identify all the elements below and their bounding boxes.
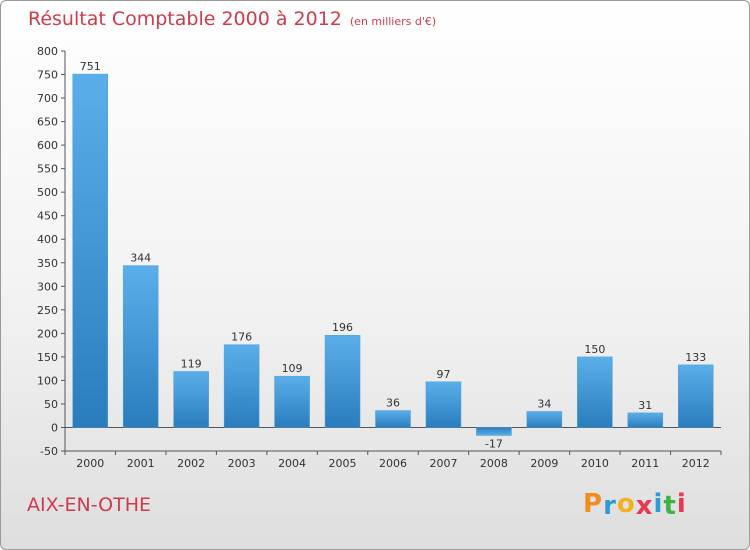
x-tick-label: 2005 [329,457,357,470]
logo-letter: x [635,491,654,521]
labels-group: 751 344 119 176 109 196 36 97 -17 34 150 31 133 [80,60,707,450]
bar-2006[interactable] [375,410,411,428]
data-label: 176 [231,331,252,344]
x-tick-label: 2008 [480,457,508,470]
logo-letter: t [663,491,677,521]
x-tick-label: 2007 [429,457,457,470]
logo-letter: r [603,491,617,521]
data-label: 119 [181,357,202,370]
logo-letter: i [676,489,687,519]
data-label: -17 [485,437,503,450]
commune-name: AIX-EN-OTHE [27,494,151,516]
bars-group [72,73,714,436]
data-label: 133 [685,351,706,364]
bar-2005[interactable] [324,334,361,428]
bar-2009[interactable] [526,411,563,428]
logo-letter: i [653,489,664,519]
data-label: 150 [584,343,605,356]
data-label: 109 [282,362,303,375]
chart-unit: (en milliers d'€) [349,15,437,28]
logo-letter: o [616,489,636,519]
logo-letter: P [583,489,604,519]
y-tick-label: 750 [37,69,58,82]
chart-title: Résultat Comptable 2000 à 2012 (en millie… [28,8,436,30]
bar-2003[interactable] [223,344,260,428]
y-tick-label: 0 [51,421,58,434]
proxiti-logo[interactable]: Proxiti [583,489,687,521]
y-tick-label: 200 [37,327,58,340]
y-tick-label: -50 [40,445,58,458]
y-tick-label: 650 [37,116,58,129]
y-tick-label: 100 [37,374,58,387]
y-tick-label: 600 [37,139,58,152]
y-tick-label: 450 [37,210,58,223]
y-tick-label: 250 [37,304,58,317]
data-label: 751 [80,60,101,73]
y-tick-label: 350 [37,257,58,270]
chart-title-text: Résultat Comptable 2000 à 2012 [28,8,342,30]
y-tick-label: 550 [37,163,58,176]
y-tick-label: 50 [44,398,58,411]
y-tick-label: 800 [37,45,58,58]
y-tick-label: 300 [37,280,58,293]
x-tick-label: 2006 [379,457,407,470]
bar-2001[interactable] [122,265,159,428]
x-tick-label: 2002 [177,457,205,470]
x-tick-label: 2000 [76,457,104,470]
data-label: 34 [537,397,551,410]
y-tick-label: 700 [37,92,58,105]
y-tick-label: 500 [37,186,58,199]
y-tick-label: 150 [37,351,58,364]
bar-2002[interactable] [173,371,209,428]
x-tick-label: 2009 [530,457,558,470]
x-tick-label: 2010 [581,457,609,470]
x-tick-label: 2001 [127,457,155,470]
bar-2010[interactable] [577,356,613,428]
data-label: 36 [386,397,400,410]
x-tick-label: 2011 [631,457,659,470]
data-label: 196 [332,321,353,334]
bar-2000[interactable] [72,73,108,428]
data-label: 31 [638,399,652,412]
bar-2004[interactable] [274,375,310,428]
x-tick-label: 2003 [228,457,256,470]
x-tick-label: 2004 [278,457,306,470]
bar-2012[interactable] [678,364,714,428]
data-label: 344 [130,252,151,265]
bar-2008[interactable] [476,427,512,436]
x-tick-label: 2012 [682,457,710,470]
data-label: 97 [436,368,450,381]
bar-2007[interactable] [425,381,462,428]
bar-2011[interactable] [627,412,664,428]
y-tick-label: 400 [37,233,58,246]
